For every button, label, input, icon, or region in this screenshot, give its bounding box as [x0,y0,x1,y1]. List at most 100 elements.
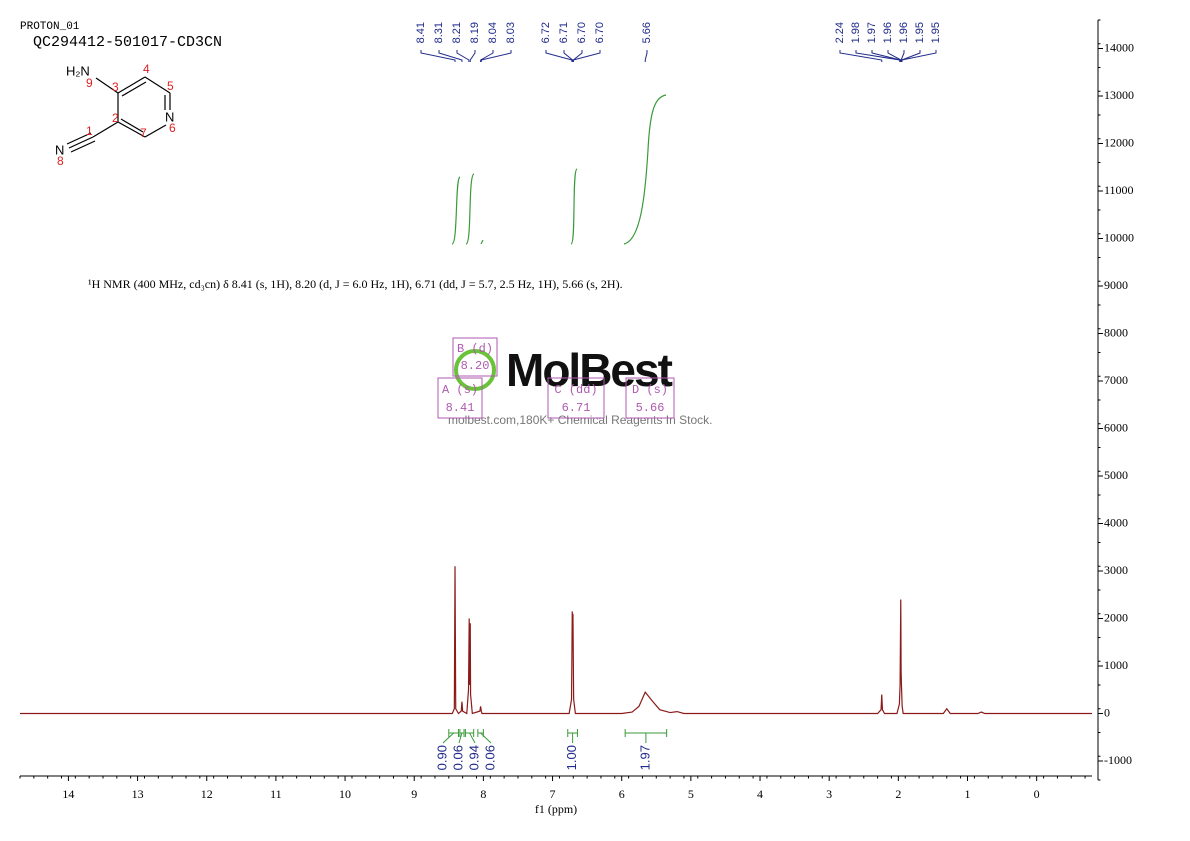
y-tick-label: 4000 [1104,515,1128,529]
y-tick-label: 14000 [1104,40,1134,54]
integral-bracket [464,729,476,744]
y-tick-label: 0 [1104,705,1110,719]
peak-label: 5.66 [641,22,653,43]
bond [117,121,146,138]
peak-label: 6.71 [558,22,570,43]
watermark-tagline: molbest.com,180K+ Chemical Reagents In S… [448,413,712,427]
peak-label: 6.70 [594,22,606,43]
multiplet-box [547,377,605,419]
peak-connector [839,50,883,62]
peak-label: 1.97 [866,22,878,43]
x-tick-label: 10 [339,787,351,801]
peak-connector [900,50,905,62]
peak-connector [480,50,512,62]
peak-connector [572,50,583,62]
peak-label: 8.41 [415,22,427,43]
multiplet-shift: 8.41 [446,401,475,415]
peak-connector [438,50,463,62]
bond [120,118,144,133]
integral-bracket [477,729,492,744]
bond [68,136,94,149]
peak-connector [563,50,574,62]
watermark: MolBest molbest.com,180K+ Chemical Reage… [448,344,712,427]
y-tick-label: 9000 [1104,278,1128,292]
x-tick-label: 9 [411,787,417,801]
peak-label: 6.70 [576,22,588,43]
y-tick-label: 5000 [1104,468,1128,482]
integral-label: 0.06 [482,745,497,770]
x-tick-label: 0 [1034,787,1040,801]
integral-curve [465,173,475,245]
locant: 3 [112,80,119,94]
multiplet-name: A (s) [442,383,478,397]
structure [66,76,171,153]
locant: 4 [143,62,150,76]
peak-label: 8.04 [487,22,499,43]
multiplet-box [452,337,498,377]
y-tick-label: 2000 [1104,610,1128,624]
x-tick-label: 8 [480,787,486,801]
multiplet-shift: 5.66 [636,401,665,415]
integral-bracket [458,729,465,744]
y-tick-label: -1000 [1104,753,1132,767]
peak-connector [469,50,476,62]
peak-connector [901,50,921,62]
y-tick-label: 11000 [1104,183,1134,197]
bond [144,76,171,94]
bond [121,81,147,97]
locant: 6 [169,121,176,135]
multiplet-name: C (dd) [554,383,597,397]
integral-curve [480,239,484,245]
peak-label: 2.24 [834,22,846,43]
peak-connector [420,50,456,62]
integral-label: 1.97 [637,745,652,770]
multiplet-name: D (s) [632,383,668,397]
integral-curve [451,176,461,245]
multiplet-shift: 8.20 [461,359,490,373]
atom-label: N [165,109,174,124]
multiplet-name: B (d) [457,342,493,356]
multiplet-boxes [437,337,675,419]
x-tick-label: 11 [270,787,282,801]
integral-label: 0.90 [434,745,449,770]
integral-bracket [567,729,578,743]
bond [144,124,167,138]
peak-label: 8.19 [469,22,481,43]
integral-bracket [624,729,668,743]
peak-label: 1.98 [850,22,862,43]
watermark-brand: MolBest [506,344,673,396]
x-axis-label: f1 (ppm) [535,802,577,816]
peak-connector [871,50,901,62]
x-tick-label: 1 [965,787,971,801]
integral-label: 0.06 [450,745,465,770]
multiplet-box [437,377,483,419]
peak-connector [456,50,470,62]
y-tick-label: 10000 [1104,230,1134,244]
y-tick-label: 7000 [1104,373,1128,387]
x-tick-label: 4 [757,787,763,801]
bond [92,121,119,138]
peak-connector [855,50,901,62]
x-tick-label: 14 [62,787,74,801]
multiplet-shift: 6.71 [562,401,591,415]
peak-label: 8.31 [433,22,445,43]
y-tick-label: 13000 [1104,88,1134,102]
experiment-name: PROTON_01 [20,21,80,33]
peak-label: 8.21 [451,22,463,43]
locant: 8 [57,154,64,168]
x-tick-label: 7 [550,787,556,801]
peak-connector [572,50,601,62]
peak-label: 8.03 [505,22,517,43]
y-tick-label: 3000 [1104,563,1128,577]
peak-label: 1.96 [882,22,894,43]
y-tick-label: 8000 [1104,325,1128,339]
peak-connector [644,50,648,62]
x-tick-label: 2 [895,787,901,801]
locant: 9 [86,76,93,90]
bond [66,132,92,145]
sample-name: QC294412-501017-CD3CN [33,34,222,51]
integral-label: 0.94 [466,745,481,770]
bond [117,76,146,94]
